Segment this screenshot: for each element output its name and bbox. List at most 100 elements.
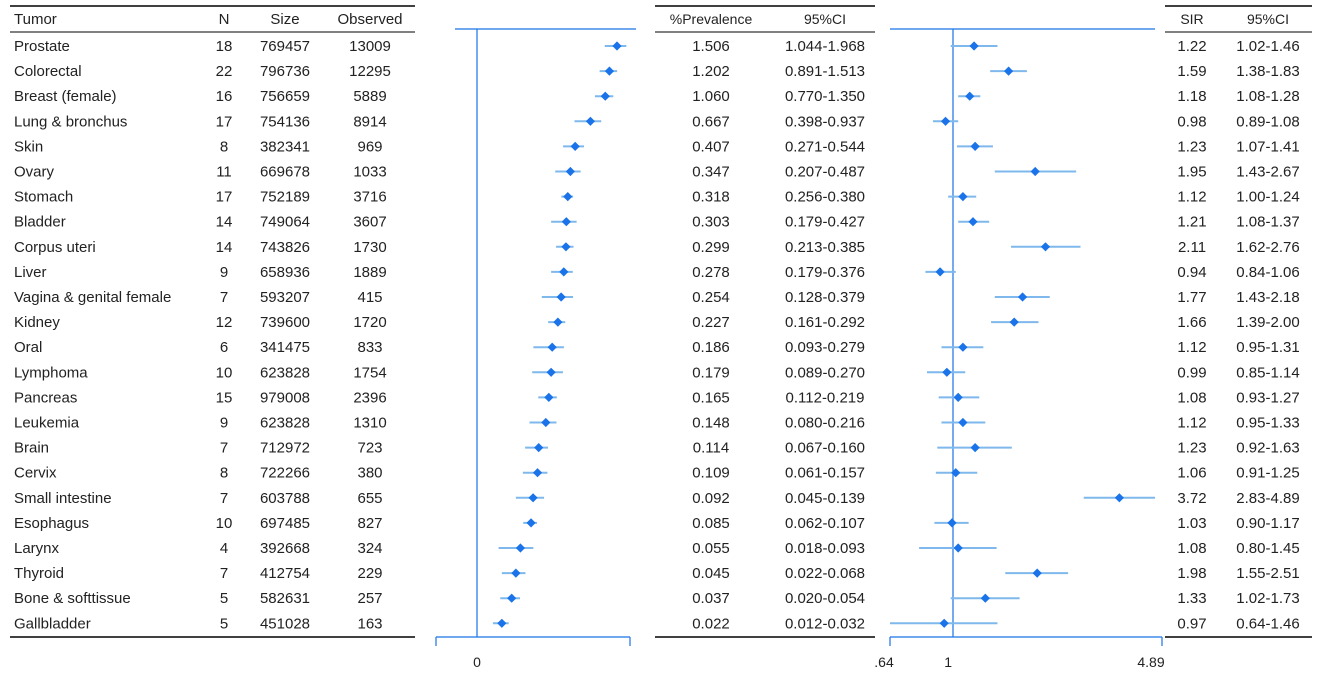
sir-cell: 0.97 bbox=[1177, 615, 1206, 632]
size-cell: 582631 bbox=[260, 590, 310, 607]
observed-cell: 163 bbox=[357, 615, 382, 632]
sir-cell: 1.03 bbox=[1177, 515, 1206, 532]
table-row: Ovary 11 669678 1033 0.347 0.207-0.487 1.95 1.4… bbox=[14, 164, 1300, 181]
prevalence-point-marker bbox=[561, 217, 571, 227]
prevalence-ci-cell: 0.770-1.350 bbox=[785, 88, 865, 105]
table-row: Thyroid 7 412754 229 0.045 0.022-0.068 1.98 1.5… bbox=[14, 565, 1300, 582]
tumor-cell: Cervix bbox=[14, 465, 57, 482]
sir-point-marker bbox=[942, 367, 952, 377]
observed-cell: 655 bbox=[357, 490, 382, 507]
prevalence-marks bbox=[492, 41, 627, 628]
sir-ci-cell: 1.43-2.67 bbox=[1236, 164, 1299, 181]
tumor-cell: Bone & softtissue bbox=[14, 590, 131, 607]
sir-ci-cell: 0.95-1.31 bbox=[1236, 339, 1299, 356]
prevalence-ci-cell: 0.256-0.380 bbox=[785, 189, 865, 206]
table-row: Skin 8 382341 969 0.407 0.271-0.544 1.23 1.07-1… bbox=[14, 138, 1300, 155]
sir-cell: 1.98 bbox=[1177, 565, 1206, 582]
size-cell: 722266 bbox=[260, 465, 310, 482]
prevalence-ci-cell: 0.012-0.032 bbox=[785, 615, 865, 632]
sir-cell: 1.59 bbox=[1177, 63, 1206, 80]
prevalence-cell: 1.506 bbox=[692, 38, 730, 55]
prevalence-point-marker bbox=[553, 317, 563, 327]
prevalence-cell: 0.092 bbox=[692, 490, 730, 507]
sir-ci-cell: 1.02-1.73 bbox=[1236, 590, 1299, 607]
observed-cell: 3607 bbox=[353, 214, 386, 231]
size-cell: 623828 bbox=[260, 415, 310, 432]
tumor-cell: Bladder bbox=[14, 214, 66, 231]
n-cell: 22 bbox=[216, 63, 233, 80]
n-cell: 8 bbox=[220, 138, 228, 155]
table-row: Leukemia 9 623828 1310 0.148 0.080-0.216 1.12 0… bbox=[14, 415, 1300, 432]
table-row: Lung & bronchus 17 754136 8914 0.667 0.398-0.… bbox=[14, 113, 1300, 130]
size-cell: 451028 bbox=[260, 615, 310, 632]
sir-cell: 1.12 bbox=[1177, 339, 1206, 356]
header-tumor: Tumor bbox=[14, 11, 57, 28]
sir-ci-cell: 0.85-1.14 bbox=[1236, 364, 1299, 381]
tumor-cell: Prostate bbox=[14, 38, 70, 55]
n-cell: 14 bbox=[216, 214, 233, 231]
size-cell: 697485 bbox=[260, 515, 310, 532]
size-cell: 603788 bbox=[260, 490, 310, 507]
size-cell: 341475 bbox=[260, 339, 310, 356]
size-cell: 743826 bbox=[260, 239, 310, 256]
sir-cell: 1.22 bbox=[1177, 38, 1206, 55]
sir-point-marker bbox=[969, 41, 979, 51]
sir-point-marker bbox=[958, 417, 968, 428]
left-plot-frame bbox=[435, 28, 636, 646]
prevalence-point-marker bbox=[570, 141, 580, 151]
size-cell: 749064 bbox=[260, 214, 310, 231]
table-row: Gallbladder 5 451028 163 0.022 0.012-0.032 0.9… bbox=[14, 615, 1300, 632]
prevalence-ci-cell: 0.018-0.093 bbox=[785, 540, 865, 557]
sir-point-marker bbox=[970, 443, 980, 453]
sir-point-marker bbox=[1009, 317, 1019, 327]
tumor-cell: Stomach bbox=[14, 189, 73, 206]
sir-point-marker bbox=[935, 267, 945, 277]
header-observed: Observed bbox=[337, 11, 402, 28]
prevalence-cell: 0.022 bbox=[692, 615, 730, 632]
header-size: Size bbox=[270, 11, 299, 28]
size-cell: 382341 bbox=[260, 138, 310, 155]
sir-cell: 1.77 bbox=[1177, 289, 1206, 306]
observed-cell: 1720 bbox=[353, 314, 386, 331]
sir-cell: 1.06 bbox=[1177, 465, 1206, 482]
header-sir: SIR bbox=[1180, 11, 1203, 27]
prevalence-ci-cell: 0.179-0.376 bbox=[785, 264, 865, 281]
table-row: Breast (female) 16 756659 5889 1.060 0.770-1.… bbox=[14, 88, 1300, 105]
observed-cell: 229 bbox=[357, 565, 382, 582]
table-row: Small intestine 7 603788 655 0.092 0.045-0.13… bbox=[14, 490, 1300, 507]
header-n: N bbox=[219, 11, 230, 28]
n-cell: 7 bbox=[220, 289, 228, 306]
prevalence-point-marker bbox=[515, 543, 526, 553]
n-cell: 17 bbox=[216, 189, 233, 206]
sir-cell: 1.33 bbox=[1177, 590, 1206, 607]
tumor-cell: Pancreas bbox=[14, 389, 77, 406]
sir-ci-cell: 1.00-1.24 bbox=[1236, 189, 1299, 206]
table-row: Bladder 14 749064 3607 0.303 0.179-0.427 1.21 1… bbox=[14, 214, 1300, 231]
prevalence-point-marker bbox=[600, 91, 610, 101]
sir-point-marker bbox=[947, 518, 957, 528]
prevalence-cell: 0.299 bbox=[692, 239, 730, 256]
tumor-cell: Leukemia bbox=[14, 415, 80, 432]
sir-point-marker bbox=[940, 116, 951, 126]
tumor-cell: Larynx bbox=[14, 540, 60, 557]
sir-axis-tick-label: 1 bbox=[944, 654, 952, 670]
header-prevalence-ci: 95%CI bbox=[804, 11, 846, 27]
prevalence-point-marker bbox=[559, 267, 569, 277]
sir-point-marker bbox=[953, 543, 963, 553]
sir-cell: 0.98 bbox=[1177, 113, 1206, 130]
observed-cell: 1754 bbox=[353, 364, 386, 381]
sir-ci-cell: 1.39-2.00 bbox=[1236, 314, 1299, 331]
tumor-cell: Oral bbox=[14, 339, 42, 356]
sir-point-marker bbox=[958, 192, 968, 202]
prevalence-cell: 0.055 bbox=[692, 540, 730, 557]
prevalence-ci-cell: 0.891-1.513 bbox=[785, 63, 865, 80]
prevalence-ci-cell: 0.213-0.385 bbox=[785, 239, 865, 256]
sir-ci-cell: 0.95-1.33 bbox=[1236, 415, 1299, 432]
sir-cell: 1.23 bbox=[1177, 138, 1206, 155]
table-row: Esophagus 10 697485 827 0.085 0.062-0.107 1.03… bbox=[14, 515, 1300, 532]
observed-cell: 969 bbox=[357, 138, 382, 155]
sir-point-marker bbox=[1003, 66, 1014, 76]
prevalence-cell: 1.202 bbox=[692, 63, 730, 80]
sir-ci-cell: 0.93-1.27 bbox=[1236, 389, 1299, 406]
size-cell: 669678 bbox=[260, 164, 310, 181]
